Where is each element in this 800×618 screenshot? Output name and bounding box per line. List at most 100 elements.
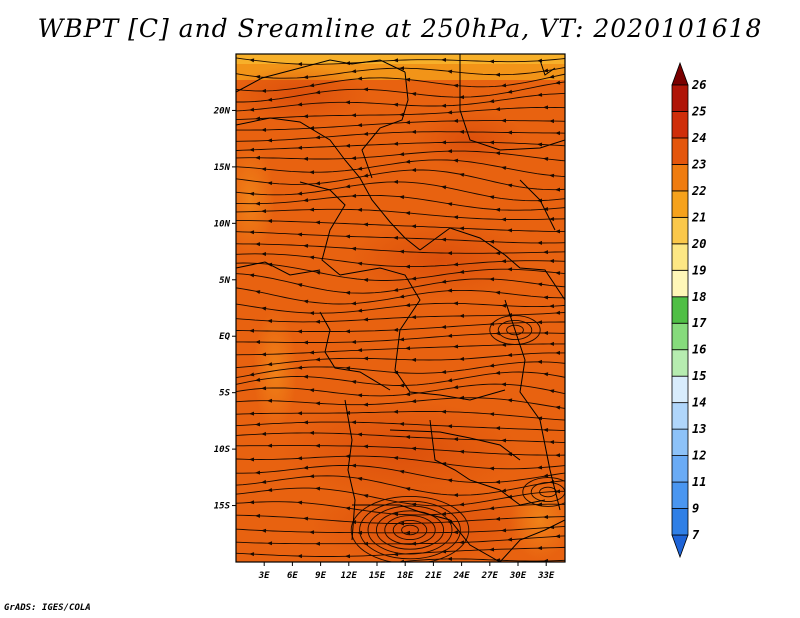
streamline-arrow — [393, 58, 399, 63]
streamline-arrow — [315, 135, 321, 140]
lon-label: 15E — [369, 571, 386, 581]
streamline-arrow — [315, 443, 321, 448]
streamline-arrow — [489, 239, 495, 244]
streamline-arrow — [261, 431, 267, 436]
streamline-arrow — [447, 69, 453, 74]
streamline-arrow — [363, 87, 369, 92]
streamline-arrow — [405, 264, 411, 269]
colorbar-over-triangle — [671, 61, 689, 86]
streamline-arrow — [495, 107, 501, 112]
streamline-arrow — [297, 365, 303, 370]
colorbar-label: 19 — [692, 263, 706, 277]
streamline-arrow — [543, 206, 549, 211]
streamline-arrow — [411, 502, 417, 507]
streamline-arrow — [537, 416, 543, 421]
streamline-arrow — [309, 83, 315, 88]
streamline-arrow — [363, 173, 369, 178]
streamline — [236, 120, 565, 131]
streamline-arrow — [441, 237, 447, 242]
streamline-arrow — [495, 151, 501, 156]
streamline — [236, 546, 565, 557]
streamline-arrow — [459, 226, 465, 231]
streamline-arrow — [555, 229, 561, 234]
streamline-arrow — [441, 549, 447, 554]
streamline-arrow — [405, 77, 411, 82]
streamline-arrow — [507, 398, 513, 403]
streamline-arrow — [447, 478, 453, 483]
colorbar-label: 25 — [691, 104, 706, 118]
streamline-arrow — [411, 276, 417, 281]
streamline-arrow — [537, 320, 543, 325]
streamline-arrow — [495, 516, 501, 521]
streamline-arrow — [309, 311, 315, 316]
streamline-arrow — [249, 411, 255, 416]
streamline-arrow — [405, 392, 411, 397]
streamline-arrow — [393, 552, 399, 557]
streamline-arrow — [363, 444, 369, 449]
streamline-arrow — [549, 173, 555, 178]
streamline-arrow — [489, 59, 495, 64]
streamline-arrow — [357, 348, 363, 353]
streamline-arrow — [537, 240, 543, 245]
streamline-arrow — [393, 327, 399, 332]
streamline-arrow — [447, 251, 453, 256]
streamline-arrow — [249, 107, 255, 112]
lon-label: 27E — [481, 571, 499, 581]
streamline-arrow — [495, 370, 501, 375]
streamline-arrow — [261, 352, 267, 357]
streamline-arrows — [249, 57, 561, 562]
streamline-arrow — [537, 359, 543, 364]
colorbar-swatch — [671, 243, 689, 271]
streamline-arrow — [453, 158, 459, 163]
streamline-arrow — [453, 215, 459, 220]
lon-label: 3E — [258, 571, 270, 581]
streamline-arrow — [441, 140, 447, 145]
colorbar-swatch — [671, 216, 689, 245]
streamline-arrow — [249, 328, 255, 333]
country-borders — [236, 54, 565, 562]
streamline-arrow — [345, 554, 351, 559]
wbpt-field — [236, 54, 565, 562]
streamline-arrow — [261, 167, 267, 172]
streamline-arrow — [411, 167, 417, 172]
streamline-arrow — [447, 556, 453, 561]
streamline-arrow — [441, 57, 447, 62]
streamline-arrow — [261, 306, 267, 311]
streamline-arrow — [549, 216, 555, 221]
colorbar-under-triangle — [671, 534, 689, 559]
streamline-arrow — [555, 131, 561, 136]
streamline-arrow — [297, 554, 303, 559]
streamline-arrow — [447, 333, 453, 338]
streamline-arrow — [255, 290, 261, 295]
streamline-arrow — [261, 209, 267, 214]
streamline-arrow — [399, 422, 405, 427]
colorbar-label: 15 — [692, 369, 706, 383]
streamline-arrow — [357, 261, 363, 266]
streamline-arrow — [393, 370, 399, 375]
streamline-arrow — [441, 369, 447, 374]
streamline-arrow — [303, 374, 309, 379]
streamline-arrow — [543, 295, 549, 300]
streamline-arrow — [309, 255, 315, 260]
streamline-arrow — [507, 228, 513, 233]
streamline-arrow — [495, 479, 501, 484]
streamline-arrow — [489, 99, 495, 104]
streamline-arrow — [507, 130, 513, 135]
streamline-arrow — [267, 362, 273, 367]
streamline-arrow — [255, 116, 261, 121]
streamline-arrow — [441, 511, 447, 516]
streamline-arrow — [405, 159, 411, 164]
streamline-arrow — [363, 317, 369, 322]
streamline-arrow — [501, 528, 507, 533]
streamline — [236, 383, 565, 397]
streamline-arrow — [399, 249, 405, 254]
streamline-arrow — [357, 393, 363, 398]
map-frame — [235, 53, 566, 563]
streamline-arrow — [261, 528, 267, 533]
streamline-arrow — [261, 127, 267, 132]
streamline-arrow — [507, 183, 513, 188]
streamline-arrow — [303, 198, 309, 203]
streamline-arrow — [249, 500, 255, 505]
lat-label: 15N — [214, 163, 231, 173]
colorbar-swatch — [671, 296, 689, 324]
